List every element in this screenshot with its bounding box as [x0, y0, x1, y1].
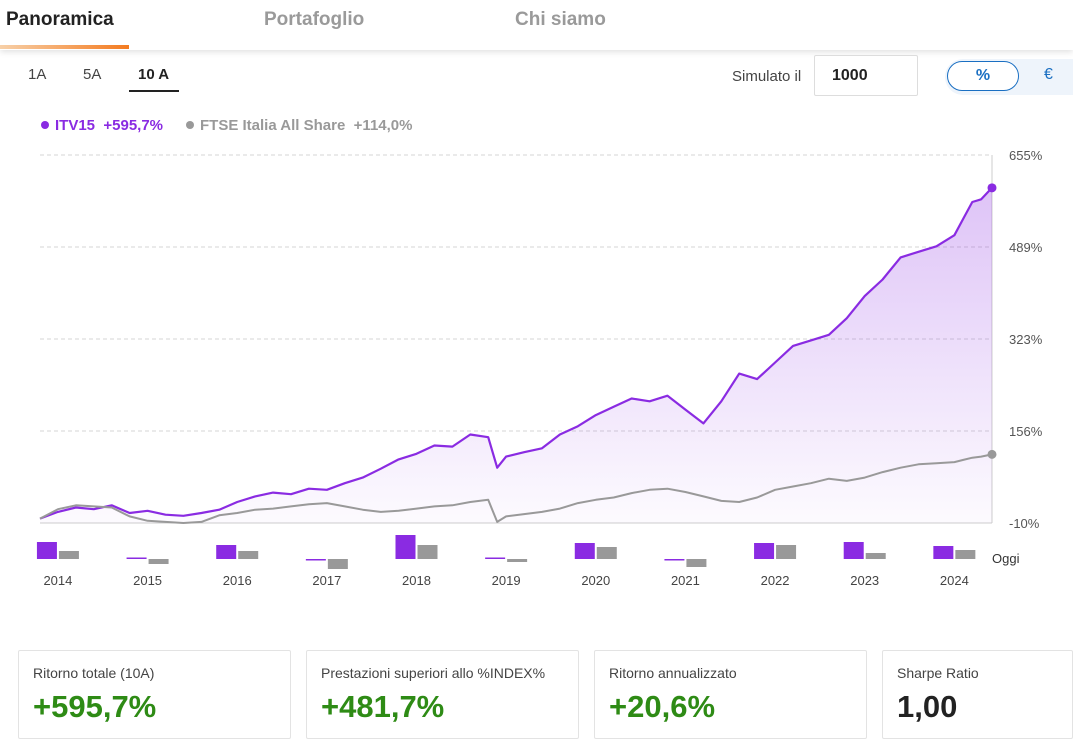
annual-bar-itv15[interactable]: [754, 543, 775, 559]
card-value: +481,7%: [321, 689, 445, 724]
period-10y-button[interactable]: 10 A: [138, 66, 170, 83]
x-tick-label: 2015: [133, 573, 162, 588]
simulator-amount-input[interactable]: [814, 55, 918, 96]
series-line-itv15: [39, 187, 993, 520]
annual-bar-itv15[interactable]: [36, 542, 57, 559]
stat-card-annualized-return: Ritorno annualizzato +20,6%: [594, 650, 867, 739]
card-label: Ritorno totale (10A): [33, 665, 155, 681]
period-1y-button[interactable]: 1A: [28, 66, 47, 83]
stat-card-outperformance: Prestazioni superiori allo %INDEX% +481,…: [306, 650, 579, 739]
card-label: Ritorno annualizzato: [609, 665, 737, 681]
series-area-itv15: [40, 187, 992, 524]
card-value: +20,6%: [609, 689, 716, 724]
annual-bar-ftse[interactable]: [686, 559, 707, 567]
series-dot-icon: [186, 121, 194, 130]
x-tick-label: 2019: [492, 573, 521, 588]
annual-bar-itv15[interactable]: [664, 559, 685, 561]
active-period-indicator: [129, 90, 179, 92]
legend-value: +114,0%: [353, 117, 413, 134]
annual-bar-ftse[interactable]: [596, 547, 617, 559]
x-tick-label: 2021: [671, 573, 700, 588]
card-value: +595,7%: [33, 689, 157, 724]
annual-bar-ftse[interactable]: [507, 559, 528, 562]
annual-bar-itv15[interactable]: [305, 559, 326, 561]
annual-bar-ftse[interactable]: [148, 559, 169, 564]
card-value: 1,00: [897, 689, 958, 724]
annual-bar-ftse[interactable]: [776, 545, 797, 559]
x-tick-label: 2022: [761, 573, 790, 588]
annual-bar-ftse[interactable]: [865, 553, 886, 559]
annual-bar-ftse[interactable]: [417, 545, 438, 559]
tab-chi-siamo[interactable]: Chi siamo: [515, 9, 606, 30]
legend-item-ftse[interactable]: FTSE Italia All Share +114,0%: [186, 117, 412, 134]
top-nav-bar: Panoramica Portafoglio Chi siamo: [0, 0, 1073, 50]
series-end-point-ftse-italia-all-share[interactable]: [987, 449, 997, 459]
annual-bar-itv15[interactable]: [933, 546, 954, 559]
x-tick-label: 2020: [581, 573, 610, 588]
annual-bar-ftse[interactable]: [58, 551, 79, 559]
annual-bar-itv15[interactable]: [574, 543, 595, 559]
legend-value: +595,7%: [103, 117, 164, 134]
x-tick-label: 2014: [43, 573, 72, 588]
x-tick-label: 2024: [940, 573, 969, 588]
card-label: Prestazioni superiori allo %INDEX%: [321, 665, 546, 681]
percent-toggle-button[interactable]: %: [947, 61, 1019, 91]
y-tick-label: 323%: [1009, 332, 1043, 347]
card-label: Sharpe Ratio: [897, 665, 979, 681]
x-tick-label: 2018: [402, 573, 431, 588]
simulator-label: Simulato il: [732, 68, 802, 85]
annual-bar-itv15[interactable]: [843, 542, 864, 559]
stat-card-sharpe-ratio: Sharpe Ratio 1,00: [882, 650, 1073, 739]
annual-bar-ftse[interactable]: [327, 559, 348, 569]
series-dot-icon: [41, 121, 49, 130]
y-tick-label: 655%: [1009, 148, 1043, 163]
legend-name: FTSE Italia All Share: [200, 117, 346, 134]
y-tick-label: 489%: [1009, 240, 1043, 255]
x-tick-label: 2016: [223, 573, 252, 588]
annual-bar-itv15[interactable]: [126, 557, 147, 560]
series-end-point-itv15[interactable]: [987, 183, 997, 193]
performance-chart: 655% 489% 323% 156% -10% 2014 2015 2016 2017 2018…: [36, 148, 1043, 588]
active-tab-indicator: [0, 45, 129, 49]
legend-item-itv15[interactable]: ITV15 +595,7%: [41, 117, 163, 134]
series-line-ftse-italia-all-share: [39, 453, 993, 524]
annual-bar-itv15[interactable]: [485, 557, 506, 560]
annual-bar-itv15[interactable]: [216, 545, 237, 559]
stat-card-total-return: Ritorno totale (10A) +595,7%: [18, 650, 291, 739]
legend-name: ITV15: [55, 117, 96, 134]
y-tick-label: 156%: [1009, 424, 1043, 439]
today-label: Oggi: [992, 551, 1020, 566]
annual-bar-itv15[interactable]: [395, 535, 416, 559]
period-5y-button[interactable]: 5A: [83, 66, 102, 83]
annual-bar-ftse[interactable]: [955, 550, 976, 559]
euro-toggle-button[interactable]: €: [1044, 66, 1053, 83]
y-tick-label: -10%: [1009, 516, 1040, 531]
tab-portafoglio[interactable]: Portafoglio: [264, 9, 365, 30]
tab-panoramica[interactable]: Panoramica: [6, 9, 114, 30]
annual-bar-ftse[interactable]: [238, 551, 259, 559]
x-tick-label: 2023: [850, 573, 879, 588]
x-tick-label: 2017: [312, 573, 341, 588]
